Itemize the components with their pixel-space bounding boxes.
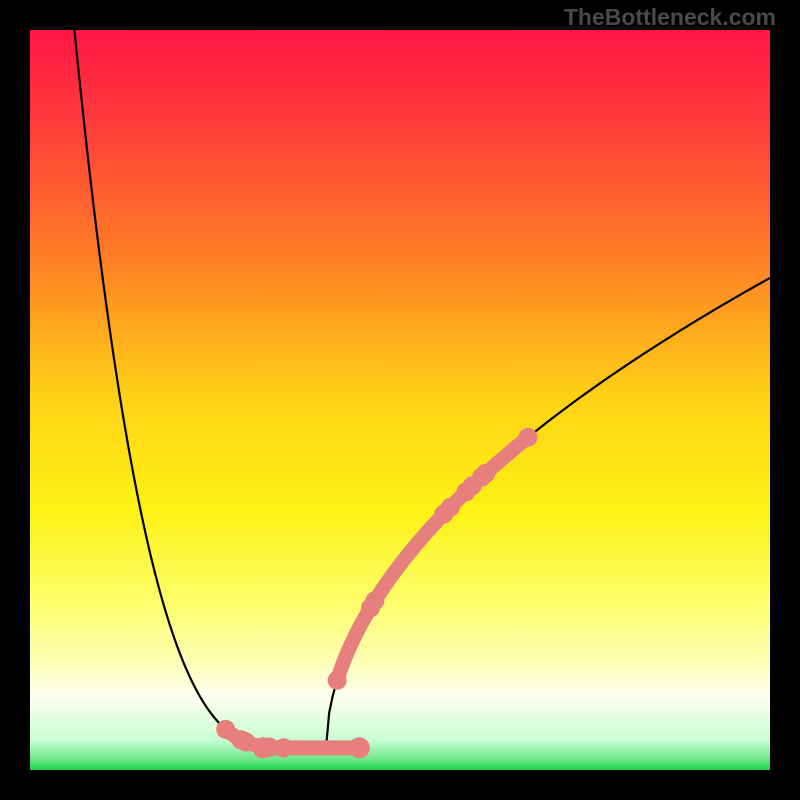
border-right — [770, 0, 800, 800]
watermark-text: TheBottleneck.com — [564, 4, 776, 31]
bottleneck-chart — [0, 0, 800, 800]
marker-bottom-0 — [263, 740, 359, 755]
marker-right-4-cap — [519, 428, 538, 447]
marker-right-2-cap — [441, 498, 460, 517]
marker-right-1-cap — [365, 591, 384, 610]
marker-bottom-0-cap — [349, 737, 370, 758]
marker-right-0-cap — [328, 671, 347, 690]
border-bottom — [0, 770, 800, 800]
plot-area — [30, 30, 770, 770]
marker-bottom-0-cap — [253, 737, 274, 758]
border-left — [0, 0, 30, 800]
marker-right-4-cap — [476, 464, 495, 483]
chart-container: TheBottleneck.com — [0, 0, 800, 800]
